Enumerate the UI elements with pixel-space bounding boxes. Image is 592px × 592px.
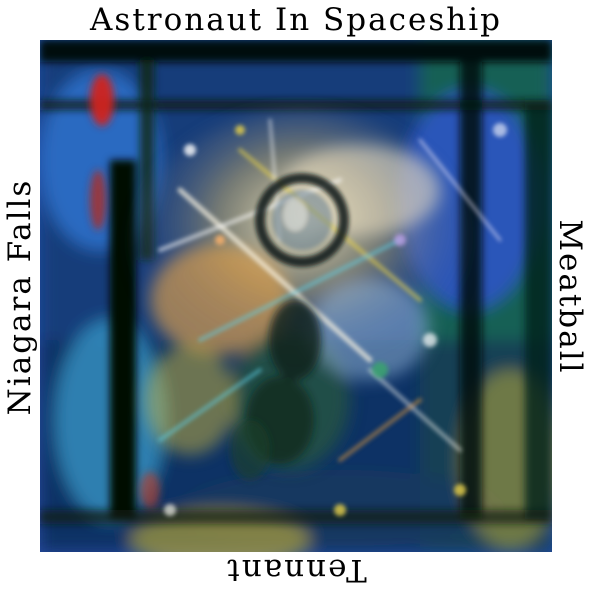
- caption-top: Astronaut In Spaceship: [90, 2, 502, 38]
- abstract-artwork: [40, 40, 552, 552]
- caption-left: Niagara Falls: [2, 178, 38, 416]
- caption-right: Meatball: [552, 219, 588, 375]
- abstract-image: [40, 40, 552, 552]
- caption-bottom: Tennant: [225, 552, 367, 588]
